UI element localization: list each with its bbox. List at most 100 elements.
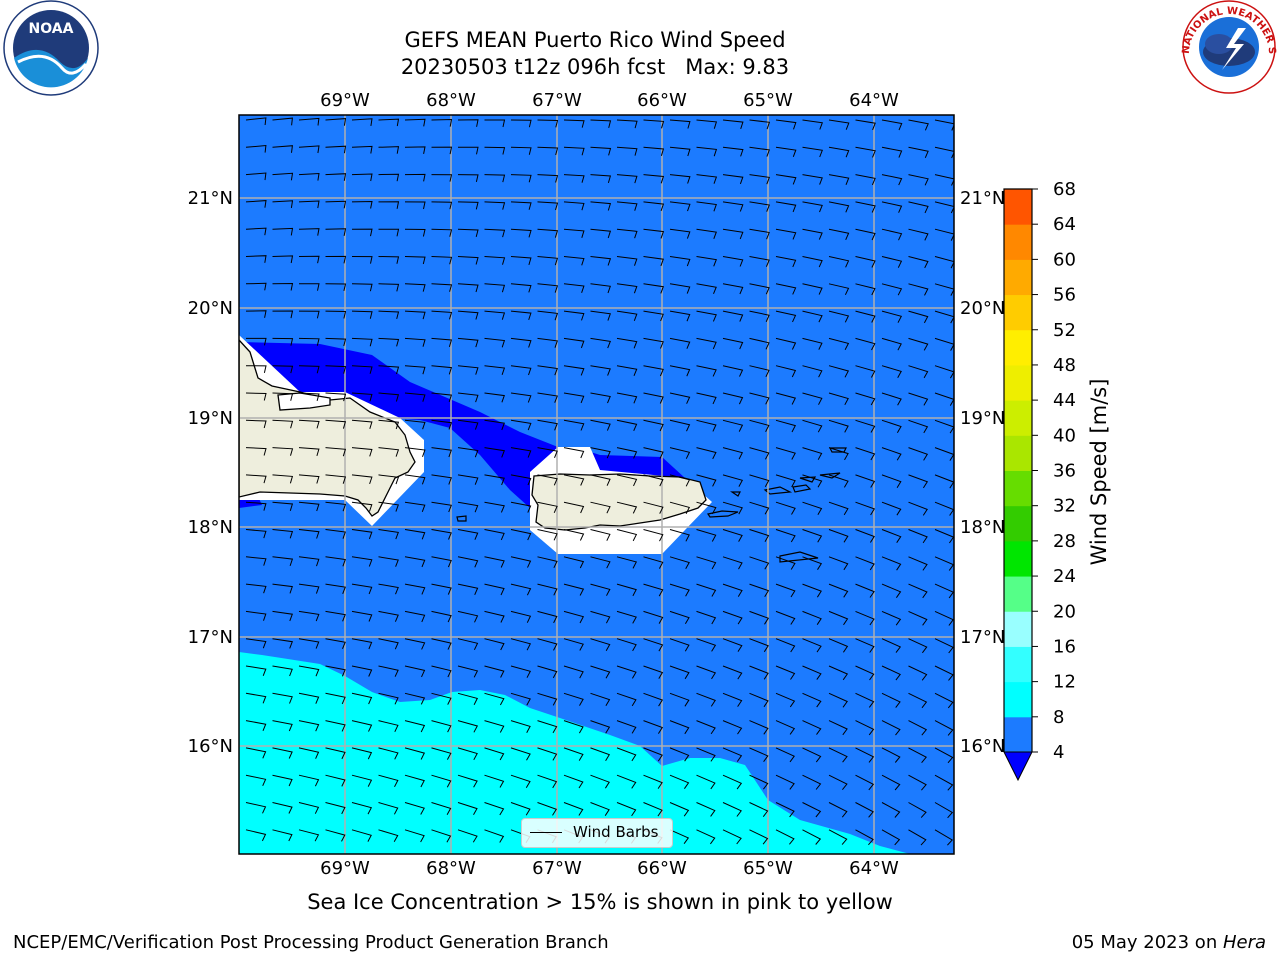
- wind-barb: [404, 310, 426, 320]
- wind-barb: [537, 419, 558, 431]
- colorbar-segment: [1004, 681, 1032, 718]
- wind-barb: [484, 337, 506, 348]
- wind-barb: [828, 802, 848, 818]
- colorbar-under-arrow: [1003, 751, 1033, 782]
- wind-barb: [722, 337, 744, 350]
- wind-barb: [855, 556, 875, 571]
- wind-barb: [484, 365, 506, 375]
- wind-barb: [802, 802, 822, 818]
- wind-barb: [855, 392, 876, 406]
- wind-barb: [855, 256, 876, 268]
- wind-barb: [749, 501, 770, 515]
- wind-barb: [934, 747, 954, 764]
- wind-barb: [775, 419, 797, 433]
- wind-barb: [484, 747, 505, 761]
- wind-barb: [510, 119, 532, 128]
- wind-barb: [537, 310, 559, 321]
- wind-barb: [908, 474, 929, 489]
- wind-barb: [351, 228, 373, 237]
- lat-label: 21°N: [188, 188, 233, 209]
- wind-barb: [881, 720, 901, 736]
- wind-barb: [563, 583, 585, 596]
- wind-barb: [484, 119, 506, 128]
- wind-barb: [908, 447, 929, 461]
- wind-barb: [563, 283, 585, 293]
- wind-barb: [590, 501, 611, 514]
- wind-barb: [722, 583, 743, 597]
- colorbar-label: Wind Speed [m/s]: [1087, 379, 1111, 566]
- sea-ice-note: Sea Ice Concentration > 15% is shown in …: [0, 890, 1280, 914]
- wind-barb: [908, 365, 929, 379]
- wind-barb: [245, 172, 267, 181]
- wind-barb: [775, 256, 797, 268]
- wind-barb: [484, 256, 506, 265]
- wind-barb: [616, 665, 637, 679]
- wind-barb: [908, 256, 929, 269]
- wind-barb: [404, 665, 426, 678]
- wind-barb: [775, 337, 797, 350]
- hispaniola-land: [239, 339, 416, 517]
- virgin-islands: [763, 447, 847, 563]
- wind-barb: [272, 172, 294, 181]
- wind-barb: [484, 501, 505, 513]
- wind-barb: [325, 200, 347, 209]
- wind-barb: [908, 529, 928, 544]
- wind-barb: [272, 692, 293, 704]
- wind-barb: [245, 610, 267, 621]
- lon-labels-top: 69°W 68°W 67°W 66°W 65°W 64°W: [320, 90, 899, 111]
- wind-barb: [881, 501, 902, 516]
- wind-barb: [643, 529, 664, 542]
- wind-barb: [855, 638, 875, 653]
- wind-barb: [537, 201, 559, 211]
- wind-barb: [881, 419, 902, 433]
- wind-barb: [669, 583, 690, 597]
- wind-barb: [351, 447, 373, 457]
- wind-barb: [272, 802, 293, 814]
- wind-barb: [298, 200, 320, 209]
- wind-barb: [378, 173, 400, 182]
- wind-barb: [775, 529, 796, 543]
- wind-barb: [696, 665, 717, 680]
- wind-barb: [563, 720, 584, 734]
- wind-barb: [722, 283, 744, 295]
- colorbar-tick-label: 52: [1053, 320, 1076, 341]
- wind-barb: [510, 638, 532, 651]
- wind-barb: [510, 747, 531, 761]
- wind-barb: [298, 145, 320, 154]
- wind-barb: [881, 583, 902, 598]
- lon-label: 69°W: [320, 90, 370, 111]
- wind-barb: [325, 365, 347, 374]
- wind-barb: [802, 146, 823, 158]
- wind-barb: [325, 692, 346, 705]
- wind-barb: [510, 283, 532, 293]
- wind-barb: [696, 119, 718, 129]
- lat-labels-right: 21°N 20°N 19°N 18°N 17°N 16°N: [960, 188, 1005, 757]
- wind-barb: [404, 501, 426, 512]
- wind-barb: [881, 556, 902, 571]
- wind-barb: [351, 529, 373, 540]
- wind-barb: [616, 802, 637, 817]
- chart-subtitle: 20230503 t12z 096h fcst Max: 9.83: [400, 55, 790, 79]
- wind-barb: [934, 829, 953, 846]
- wind-barb: [404, 146, 426, 154]
- wind-barb: [828, 119, 850, 130]
- wind-barb: [484, 610, 505, 623]
- wind-barb: [404, 529, 426, 540]
- wind-barb: [775, 228, 797, 240]
- wind-barb: [431, 692, 452, 705]
- wind-barb: [775, 392, 797, 405]
- wind-barb: [696, 447, 717, 460]
- wind-barb: [590, 665, 611, 679]
- wind-barb: [616, 529, 638, 542]
- wind-barb: [669, 256, 691, 267]
- wind-barb: [457, 610, 479, 623]
- wind-barb: [272, 638, 293, 649]
- wind-barb: [669, 337, 691, 349]
- wind-barb: [828, 228, 850, 241]
- wind-barb: [775, 174, 797, 185]
- wind-barb: [590, 256, 612, 266]
- lon-label: 65°W: [743, 858, 793, 879]
- wind-barb: [696, 720, 716, 735]
- wind-barb: [378, 720, 399, 733]
- wind-barb: [245, 144, 267, 153]
